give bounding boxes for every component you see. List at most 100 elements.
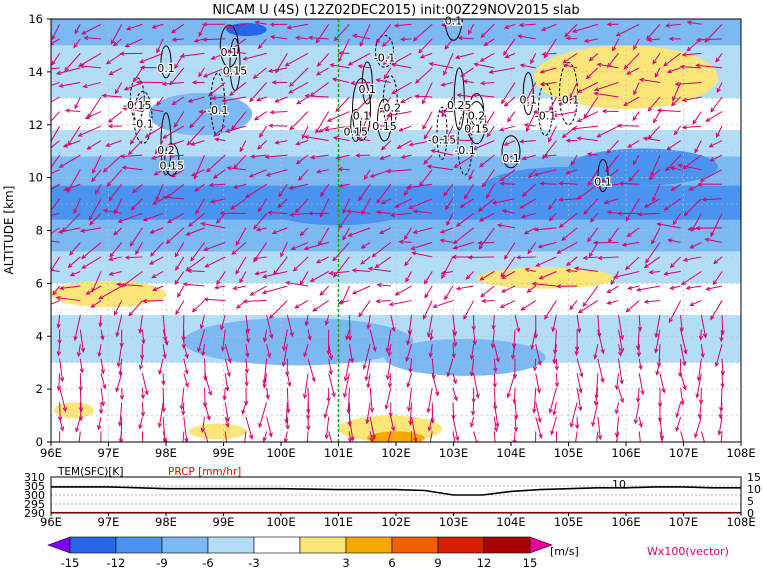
wind-vector-shaft [583,256,598,259]
wind-vector [479,52,495,62]
wind-vector-shaft [549,387,557,413]
wind-vector [269,110,288,115]
wind-vector [332,135,350,142]
wind-vector [105,140,122,147]
wind-vector-shaft [57,315,61,328]
wind-vector [403,227,412,241]
wind-vector [666,67,681,74]
wind-vector-head [378,229,385,234]
wind-vector-head [262,437,267,442]
colorbar-tick-label: 6 [388,556,395,570]
wind-vector-shaft [473,94,495,98]
wind-vector [380,140,392,151]
wind-vector-head [57,416,63,422]
wind-vector-head [701,197,707,202]
wind-vector-head [239,147,244,153]
sub-x-tick-label: 98E [155,515,177,529]
wind-vector [414,94,433,99]
wind-vector [171,23,185,34]
wind-vector-shaft [700,169,723,182]
wind-vector-shaft [551,416,557,435]
wind-vector [111,24,123,45]
wind-vector-head [58,163,64,168]
wind-vector-shaft [325,125,350,131]
wind-vector-head [406,406,412,413]
wind-vector [307,211,329,216]
wind-vector [351,33,371,40]
wind-vector-shaft [383,67,392,79]
wind-vector-shaft [478,198,495,212]
wind-vector-head [337,166,343,172]
wind-vector [556,241,578,254]
wind-vector-shaft [391,63,412,69]
wind-vector-shaft [183,416,188,442]
wind-vector [161,387,166,413]
wind-vector-head [406,340,411,346]
wind-vector-shaft [316,67,329,76]
wind-vector-shaft [460,198,474,208]
wind-vector [451,402,456,420]
wind-vector [75,416,81,433]
wind-vector-head [84,115,90,120]
wind-vector-shaft [594,81,619,91]
wind-vector-head [156,101,161,107]
wind-vector-head [210,95,216,101]
wind-vector-head [528,173,533,179]
wind-vector-head [449,137,455,143]
wind-vector-head [493,427,499,433]
wind-vector [185,227,205,236]
wind-vector-head [477,240,483,246]
wind-vector [646,37,660,43]
wind-vector [153,169,164,176]
wind-vector-shaft [427,387,433,413]
wind-vector-head [174,280,179,285]
wind-vector-head [236,304,241,309]
wind-vector-head [504,254,509,260]
wind-vector-head [471,325,476,331]
wind-vector-shaft [453,241,474,249]
wind-vector-head [245,193,251,199]
wind-vector [543,38,557,59]
wind-vector-head [479,81,486,86]
wind-vector [681,52,702,57]
wind-vector-shaft [433,300,454,308]
wind-vector-shaft [549,212,557,221]
wind-vector [612,270,640,279]
wind-vector [512,387,517,405]
wind-vector [625,198,640,222]
wind-vector-head [129,241,135,247]
wind-vector-head [705,117,711,122]
wind-vector-shaft [664,198,681,211]
wind-vector [58,154,81,168]
wind-vector-head [307,211,313,216]
wind-vector-shaft [618,387,624,403]
contour-label-11: 0.1 [353,109,371,122]
wind-vector-shaft [211,52,226,60]
wind-vector-shaft [637,387,640,402]
wind-vector-head [523,230,529,235]
wind-vector-shaft [409,198,433,209]
wind-vector-head [129,103,135,108]
wind-vector [455,285,474,291]
x-tick-label: 98E [155,446,177,460]
wind-vector-shaft [387,431,392,442]
wind-vector [518,22,536,28]
wind-vector-head [375,299,381,304]
wind-vector [577,300,599,314]
wind-vector [79,329,86,353]
wind-vector-shaft [625,256,640,270]
wind-vector [646,23,661,41]
wind-vector-shaft [534,227,557,231]
wind-vector-shaft [493,431,496,442]
wind-vector [202,37,226,42]
wind-vector-shaft [115,373,123,392]
wind-vector [304,315,309,327]
wind-vector [186,268,205,274]
wind-vector [204,431,209,442]
wind-vector-shaft [680,315,683,332]
wind-vector-shaft [117,344,123,367]
wind-vector [635,329,641,351]
wind-vector-shaft [334,23,350,41]
contour-label-15: 0.25 [447,99,472,112]
wind-vector [606,140,619,154]
